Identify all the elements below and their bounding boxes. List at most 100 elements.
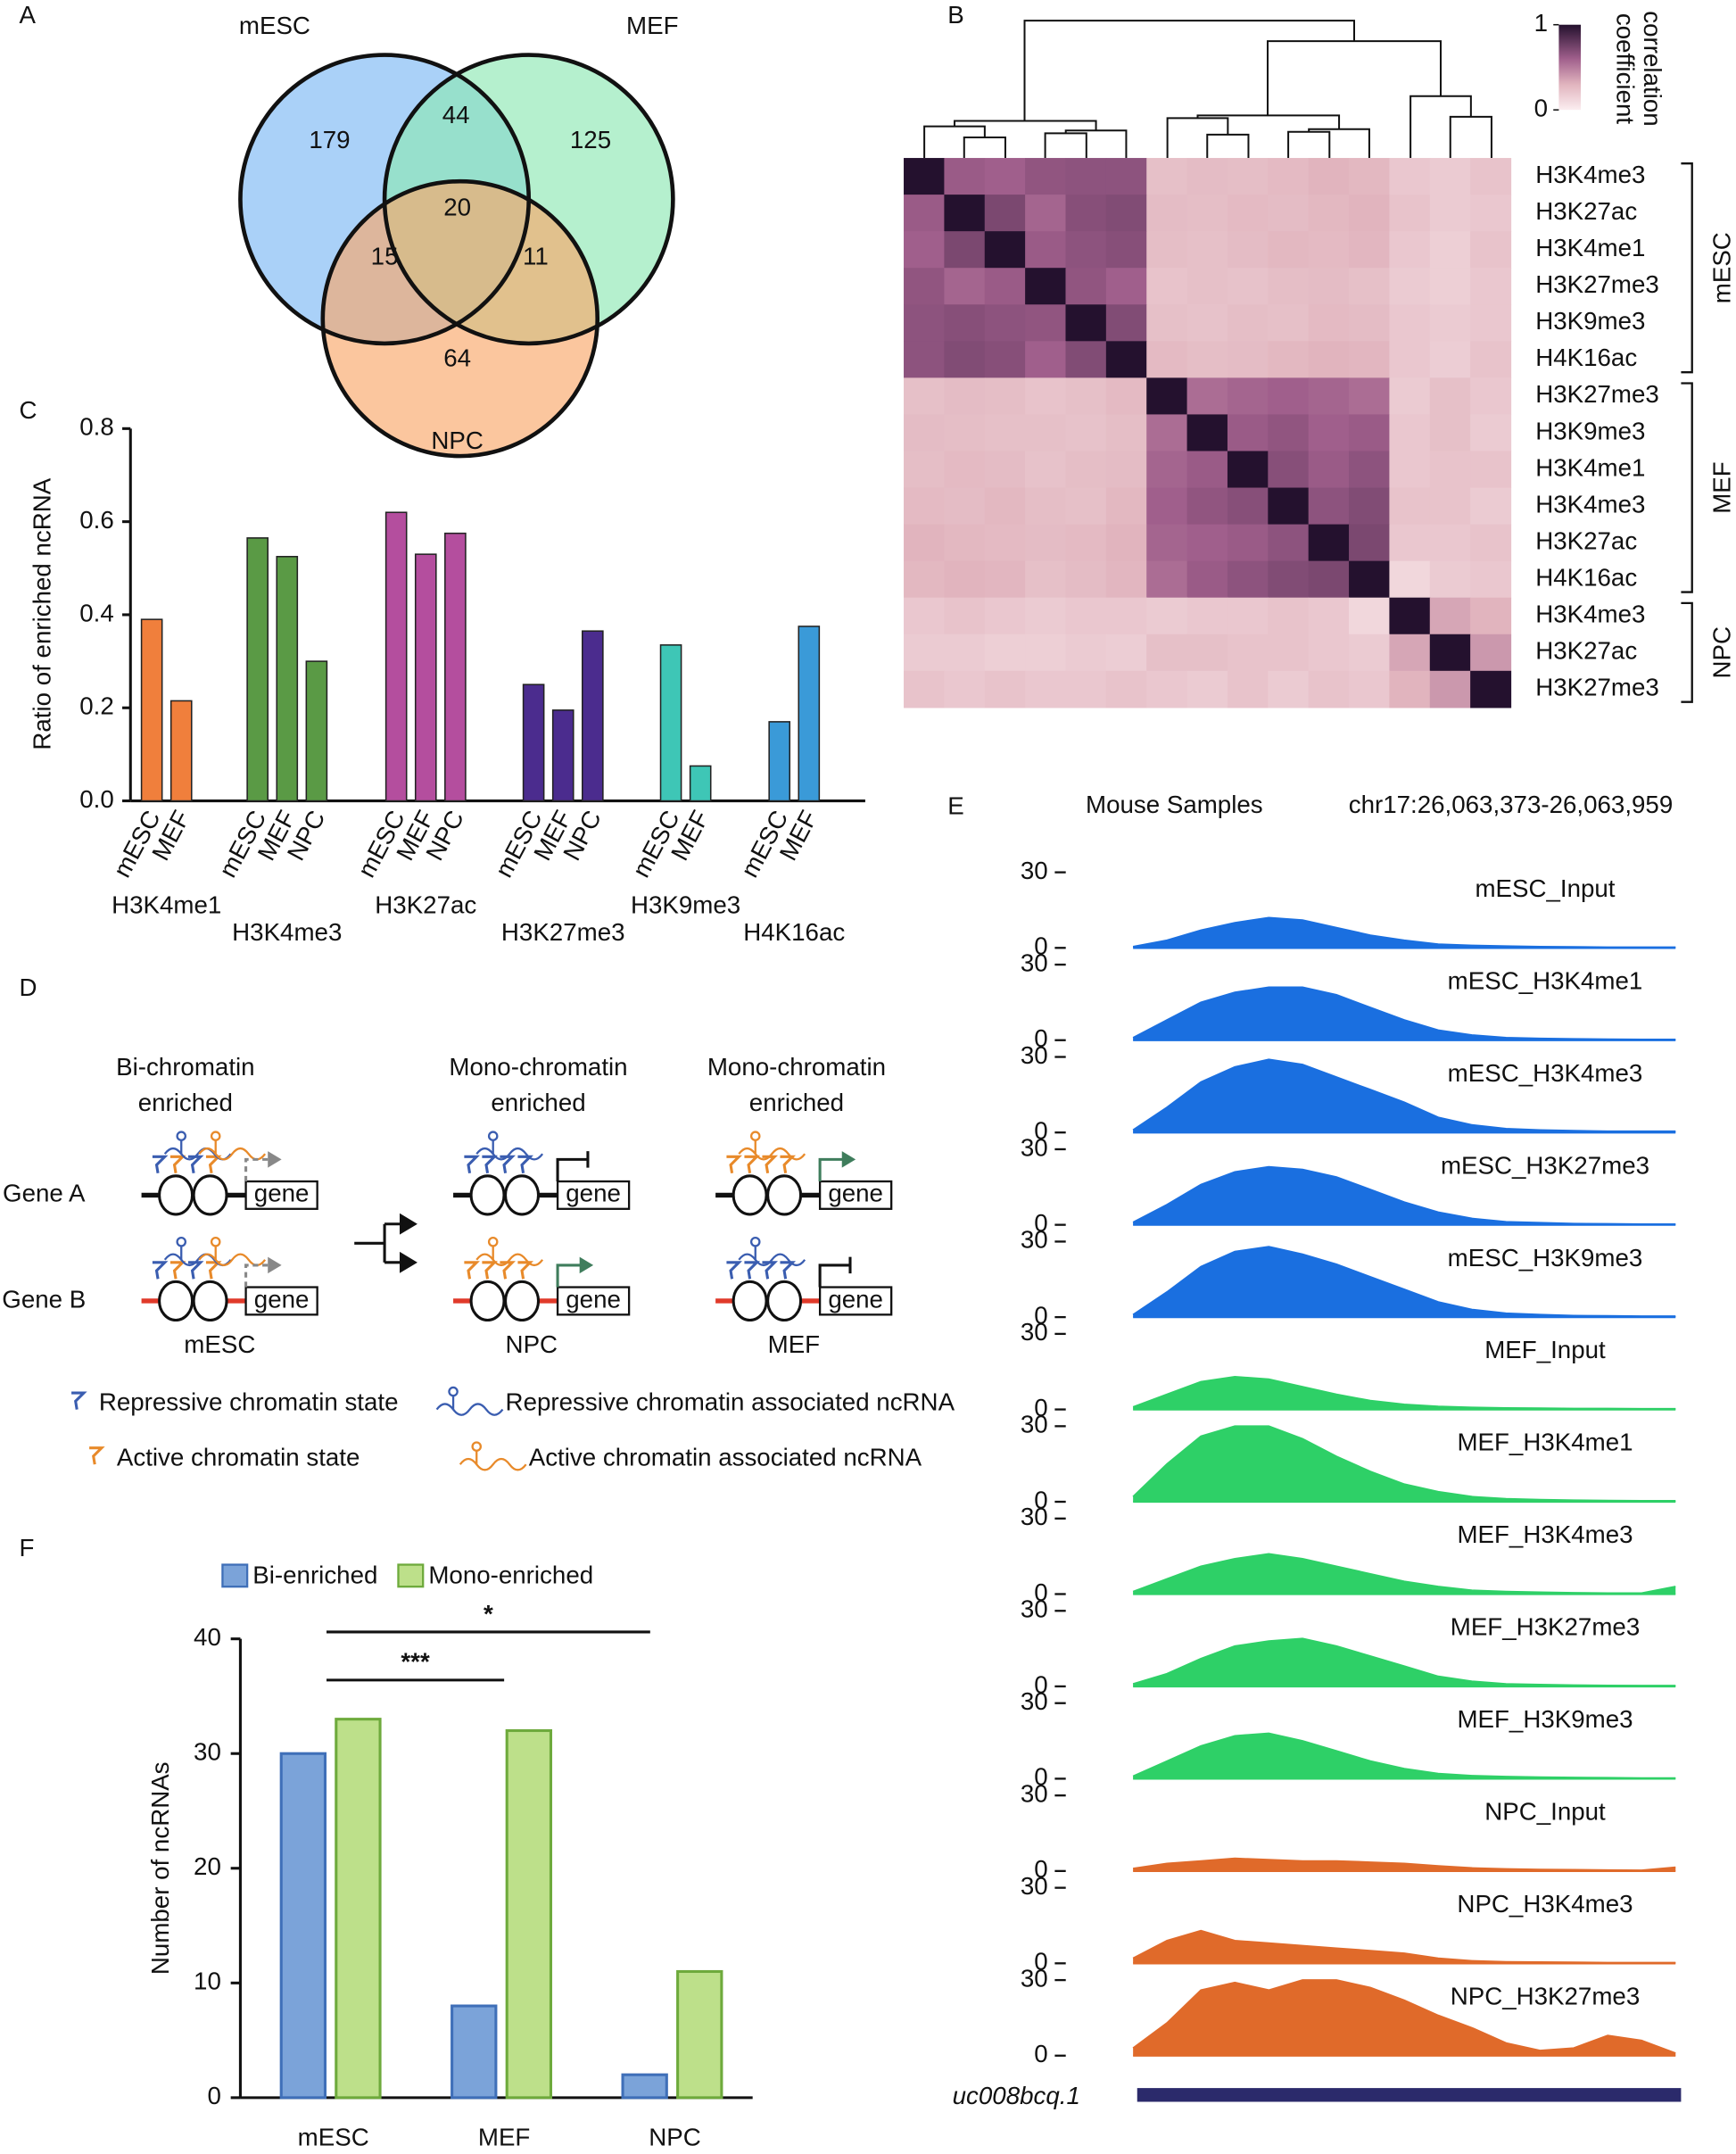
- track-area-fill: [1133, 1733, 1676, 1779]
- heatmap-cell: [1349, 341, 1391, 378]
- row-label: H4K16ac: [1535, 563, 1637, 591]
- heatmap-cell: [1389, 451, 1431, 489]
- heatmap-cell: [1025, 195, 1067, 232]
- sample-label: NPC: [506, 1330, 558, 1358]
- gene-box: [244, 1180, 318, 1210]
- chromatin-flag: [152, 1155, 169, 1174]
- x-tick-label: mESC: [298, 2123, 369, 2150]
- gene-box: [556, 1180, 631, 1210]
- heatmap-cell: [1105, 560, 1147, 599]
- gene-box: [556, 1286, 631, 1316]
- heatmap-cell: [1389, 304, 1431, 342]
- legend-label: Active chromatin state: [117, 1443, 360, 1471]
- chromatin-flag: [89, 1446, 105, 1465]
- track-tick-label: 0: [1034, 1209, 1047, 1237]
- heatmap-cell: [1470, 195, 1512, 232]
- heatmap-cell: [1429, 341, 1471, 378]
- heatmap-cell: [1025, 524, 1067, 562]
- row-label: H3K9me3: [1535, 417, 1645, 444]
- heatmap-cell: [1268, 670, 1310, 708]
- chromatin-flag: [71, 1391, 87, 1410]
- track-tick-label: 30: [1021, 1411, 1048, 1438]
- ncrna-loop: [176, 1236, 187, 1247]
- ncrna-loop: [749, 1131, 761, 1141]
- heatmap-cell: [1308, 414, 1350, 452]
- heatmap-cell: [1065, 524, 1107, 562]
- track-tick-label: 0: [1034, 932, 1047, 960]
- heatmap-cell: [1308, 487, 1350, 526]
- column-title: enriched: [138, 1089, 233, 1116]
- heatmap-cell: [1470, 560, 1512, 599]
- heatmap-cell: [1389, 377, 1431, 416]
- heatmap-cell: [1227, 231, 1269, 269]
- track-name: MEF_Input: [1484, 1336, 1606, 1363]
- heatmap-cell: [1186, 268, 1228, 305]
- track-tick-label: 30: [1021, 949, 1048, 976]
- heatmap-cell: [1308, 304, 1350, 342]
- track-tick-label: 0: [1034, 1670, 1047, 1698]
- track-tick-label: 30: [1021, 1964, 1048, 1992]
- bar: [169, 700, 193, 802]
- heatmap-cell: [1308, 268, 1350, 305]
- venn-count: 15: [371, 243, 399, 270]
- heatmap-cell: [1105, 304, 1147, 342]
- group-label: H3K9me3: [631, 891, 740, 918]
- heatmap-cell: [1429, 597, 1471, 635]
- heatmap-cell: [1146, 670, 1188, 708]
- heatmap-cell: [1308, 597, 1350, 635]
- heatmap-cell: [1065, 634, 1107, 672]
- venn-outline: [382, 53, 675, 346]
- chromatin-flag: [744, 1155, 761, 1174]
- heatmap-cell: [904, 195, 946, 232]
- chromatin-flag: [464, 1155, 480, 1174]
- heatmap-cell: [1349, 451, 1391, 489]
- heatmap-cell: [984, 451, 1026, 489]
- ncrna-loop: [448, 1386, 459, 1397]
- nucleosome: [732, 1280, 768, 1322]
- heatmap-cell: [1429, 195, 1471, 232]
- heatmap-cell: [1227, 451, 1269, 489]
- row-label: H3K27me3: [1535, 270, 1659, 298]
- track-tick-label: 30: [1021, 1872, 1048, 1900]
- heatmap-cell: [1025, 634, 1067, 672]
- heatmap-cell: [1389, 634, 1431, 672]
- heatmap-cell: [1186, 377, 1228, 416]
- promoter-arrowhead: [268, 1151, 282, 1168]
- heatmap-cell: [1065, 158, 1107, 195]
- heatmap-cell: [1470, 377, 1512, 416]
- legend-label: Repressive chromatin associated ncRNA: [506, 1388, 955, 1416]
- row-label: H3K4me3: [1535, 490, 1645, 518]
- bar: [335, 1718, 382, 2100]
- venn-outline: [320, 178, 600, 459]
- track-name: mESC_H3K4me3: [1448, 1059, 1643, 1087]
- heatmap-cell: [1065, 487, 1107, 526]
- heatmap-cell: [1308, 341, 1350, 378]
- track-area-fill: [1133, 987, 1676, 1040]
- heatmap-cell: [1389, 414, 1431, 452]
- column-title: Bi-chromatin: [116, 1053, 255, 1081]
- y-tick-label: 40: [194, 1623, 221, 1651]
- legend-label: Active chromatin associated ncRNA: [529, 1443, 922, 1471]
- heatmap-cell: [1025, 304, 1067, 342]
- bar: [676, 1969, 723, 2100]
- track-tick-label: 30: [1021, 1041, 1048, 1069]
- heatmap-cell: [1429, 158, 1471, 195]
- heatmap-cell: [1186, 560, 1228, 599]
- track-profile: [1132, 1165, 1676, 1225]
- track-area-fill: [1133, 1166, 1676, 1225]
- heatmap-cell: [1470, 451, 1512, 489]
- venn-count: 179: [309, 126, 350, 153]
- x-tick-label: MEF: [478, 2123, 530, 2150]
- ncrna: [475, 1147, 544, 1161]
- heatmap-cell: [984, 158, 1026, 195]
- track-profile: [1132, 1246, 1676, 1317]
- nucleosome: [504, 1174, 541, 1216]
- heatmap-cell: [1349, 597, 1391, 635]
- heatmap-cell: [1349, 524, 1391, 562]
- heatmap-cell: [1429, 304, 1471, 342]
- heatmap-cell: [1146, 158, 1188, 195]
- heatmap-cell: [1349, 634, 1391, 672]
- heatmap-cell: [904, 377, 946, 416]
- heatmap-cell: [1186, 670, 1228, 708]
